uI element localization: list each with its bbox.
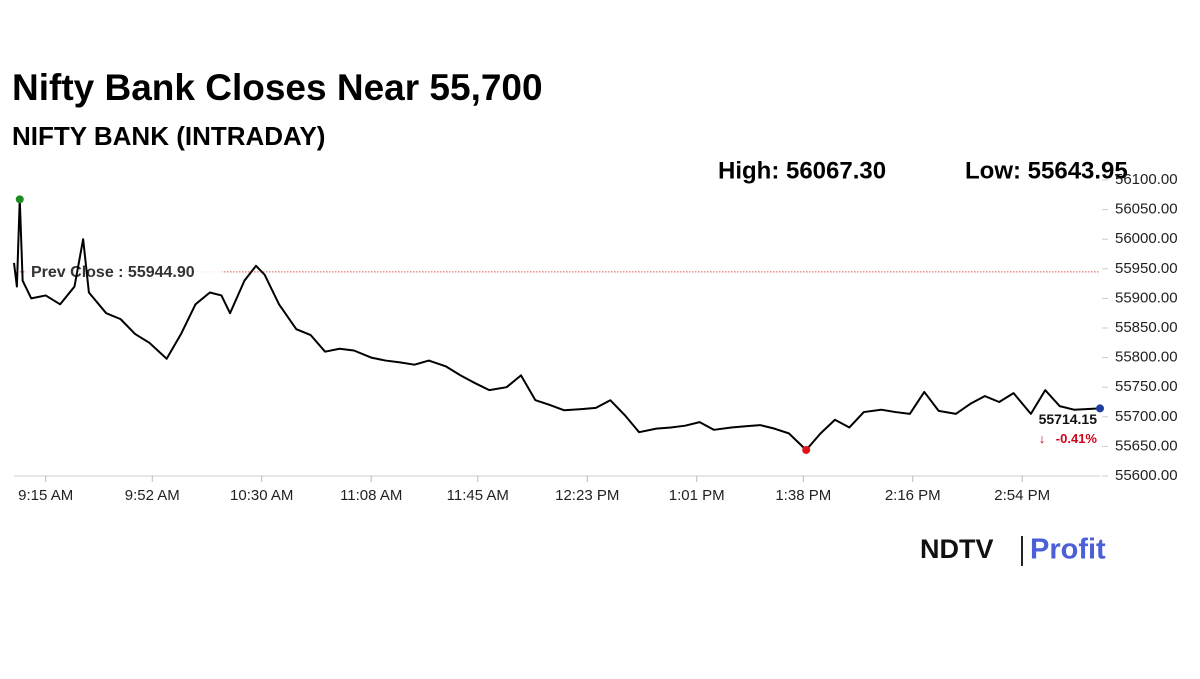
x-tick-label: 9:15 AM: [18, 487, 73, 504]
y-tick-label: 56000.00: [1115, 230, 1178, 247]
high-marker: [15, 195, 24, 204]
low-marker: [802, 445, 811, 454]
last-marker: [1096, 404, 1104, 413]
chart-subtitle: NIFTY BANK (INTRADAY): [12, 121, 325, 151]
price-line: [13, 198, 1101, 451]
x-tick-label: 11:08 AM: [340, 487, 402, 504]
change-label: -0.41%: [1056, 431, 1098, 446]
x-tick-label: 2:54 PM: [994, 487, 1050, 504]
y-tick-label: 55850.00: [1115, 319, 1178, 336]
prev-close-label: Prev Close : 55944.90: [31, 264, 195, 281]
y-tick-label: 55900.00: [1115, 289, 1178, 306]
high-label: High: 56067.30: [718, 157, 886, 184]
y-tick-label: 55750.00: [1115, 378, 1178, 395]
y-tick-label: 55650.00: [1115, 437, 1178, 454]
low-label: Low: 55643.95: [965, 157, 1128, 184]
brand-ndtv: NDTV: [920, 534, 994, 564]
x-tick-label: 10:30 AM: [230, 487, 293, 504]
y-tick-label: 55950.00: [1115, 260, 1178, 277]
y-tick-label: 55800.00: [1115, 349, 1178, 366]
x-tick-label: 12:23 PM: [555, 487, 619, 504]
prev-close-box: [26, 260, 222, 283]
change-arrow: ↓: [1039, 431, 1046, 446]
x-tick-label: 1:38 PM: [775, 487, 831, 504]
y-tick-label: 56100.00: [1115, 171, 1178, 188]
last-value-label: 55714.15: [1039, 411, 1098, 427]
x-tick-label: 2:16 PM: [885, 487, 941, 504]
x-tick-label: 11:45 AM: [447, 487, 509, 504]
brand-profit: Profit: [1030, 534, 1106, 566]
y-tick-label: 55700.00: [1115, 408, 1178, 425]
x-tick-label: 1:01 PM: [669, 487, 725, 504]
brand: NDTV Profit: [920, 534, 1106, 566]
y-tick-label: 55600.00: [1115, 467, 1178, 484]
y-tick-label: 56050.00: [1115, 201, 1178, 218]
chart-title: Nifty Bank Closes Near 55,700: [12, 67, 543, 108]
x-tick-label: 9:52 AM: [125, 487, 180, 504]
